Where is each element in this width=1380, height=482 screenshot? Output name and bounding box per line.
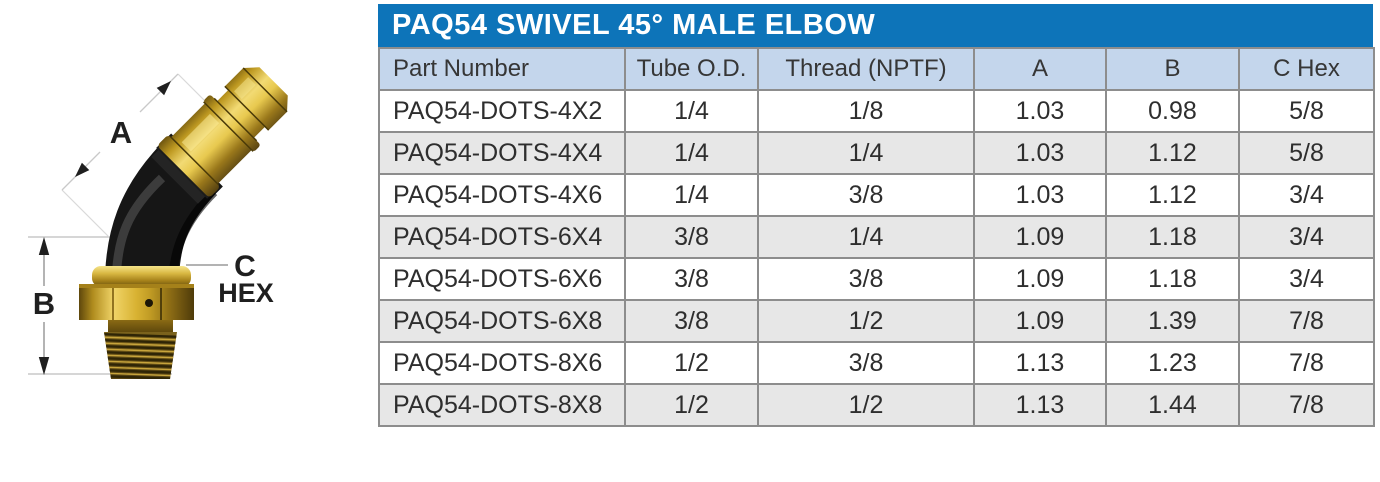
table-cell: 1/4 [757, 215, 975, 259]
table-cell: PAQ54-DOTS-8X6 [378, 341, 626, 385]
table-cell: 1/4 [624, 131, 759, 175]
table-cell: 1.09 [973, 257, 1107, 301]
arrow-up-right-icon [156, 81, 171, 96]
table-cell: 3/8 [757, 341, 975, 385]
table-cell: PAQ54-DOTS-6X8 [378, 299, 626, 343]
table-title: PAQ54 SWIVEL 45° MALE ELBOW [378, 4, 1373, 47]
table-row: PAQ54-DOTS-8X6 1/2 3/8 1.13 1.23 7/8 [378, 341, 1375, 385]
table-cell: 1.13 [973, 383, 1107, 427]
table-cell: PAQ54-DOTS-4X4 [378, 131, 626, 175]
table-cell: 1.03 [973, 173, 1107, 217]
table-cell: 1/4 [624, 89, 759, 133]
table-cell: 1.13 [973, 341, 1107, 385]
table-cell: 5/8 [1238, 89, 1375, 133]
table-cell: 3/8 [624, 215, 759, 259]
fitting-diagram: A B C HEX [0, 0, 375, 477]
dimension-c-label: C [234, 250, 256, 283]
dimension-b: B [33, 237, 55, 375]
table-cell: 1/2 [757, 383, 975, 427]
table-cell: 1.23 [1105, 341, 1240, 385]
table-cell: 1.09 [973, 299, 1107, 343]
hex-dimple [145, 299, 153, 307]
table-cell: 1/2 [757, 299, 975, 343]
brass-collar-ring [158, 136, 219, 197]
table-cell: 3/4 [1238, 173, 1375, 217]
table-cell: 1.09 [973, 215, 1107, 259]
hex-label: HEX [218, 278, 274, 308]
swivel-collar [92, 266, 191, 287]
fitting-drawing-svg: A B C HEX [28, 67, 288, 379]
table-row: PAQ54-DOTS-6X8 3/8 1/2 1.09 1.39 7/8 [378, 299, 1375, 343]
arrow-up-icon [38, 237, 50, 255]
table-cell: 7/8 [1238, 383, 1375, 427]
header-row: Part Number Tube O.D. Thread (NPTF) A B C Hex [378, 47, 1375, 91]
table-cell: 1.12 [1105, 173, 1240, 217]
dimension-a-label: A [110, 115, 132, 150]
table-cell: 1.03 [973, 131, 1107, 175]
table-cell: PAQ54-DOTS-6X4 [378, 215, 626, 259]
table-cell: 1.44 [1105, 383, 1240, 427]
arrow-down-icon [38, 357, 50, 375]
spec-table: Part Number Tube O.D. Thread (NPTF) A B C Hex… [378, 47, 1375, 427]
dimension-a: A [61, 73, 179, 191]
table-cell: 1/4 [624, 173, 759, 217]
table-cell: 5/8 [1238, 131, 1375, 175]
table-cell: 1.18 [1105, 215, 1240, 259]
table-cell: 1/2 [624, 341, 759, 385]
table-cell: PAQ54-DOTS-6X6 [378, 257, 626, 301]
hex-nut [79, 284, 194, 320]
table-cell: 1.39 [1105, 299, 1240, 343]
table-cell: 1.12 [1105, 131, 1240, 175]
table-row: PAQ54-DOTS-4X4 1/4 1/4 1.03 1.12 5/8 [378, 131, 1375, 175]
table-row: PAQ54-DOTS-4X2 1/4 1/8 1.03 0.98 5/8 [378, 89, 1375, 133]
table-cell: 3/4 [1238, 257, 1375, 301]
spec-panel: PAQ54 SWIVEL 45° MALE ELBOW Part Number T… [378, 4, 1375, 427]
table-cell: 1/4 [757, 131, 975, 175]
table-cell: PAQ54-DOTS-4X2 [378, 89, 626, 133]
table-cell: 1/2 [624, 383, 759, 427]
column-header-5: B [1105, 47, 1240, 91]
column-header-6: C Hex [1238, 47, 1375, 91]
table-cell: 3/8 [624, 257, 759, 301]
table-cell: 3/8 [757, 257, 975, 301]
table-row: PAQ54-DOTS-4X6 1/4 3/8 1.03 1.12 3/4 [378, 173, 1375, 217]
table-cell: 7/8 [1238, 299, 1375, 343]
column-header-2: Tube O.D. [624, 47, 759, 91]
release-sleeve [224, 67, 288, 131]
table-cell: 1.18 [1105, 257, 1240, 301]
table-cell: PAQ54-DOTS-4X6 [378, 173, 626, 217]
table-row: PAQ54-DOTS-6X4 3/8 1/4 1.09 1.18 3/4 [378, 215, 1375, 259]
column-header-3: Thread (NPTF) [757, 47, 975, 91]
table-cell: 3/8 [757, 173, 975, 217]
table-row: PAQ54-DOTS-6X6 3/8 3/8 1.09 1.18 3/4 [378, 257, 1375, 301]
table-cell: 3/4 [1238, 215, 1375, 259]
table-row: PAQ54-DOTS-8X8 1/2 1/2 1.13 1.44 7/8 [378, 383, 1375, 427]
table-cell: 1/8 [757, 89, 975, 133]
table-cell: 1.03 [973, 89, 1107, 133]
arrow-down-left-icon [75, 162, 90, 177]
table-cell: 3/8 [624, 299, 759, 343]
column-header-4: A [973, 47, 1107, 91]
table-cell: 0.98 [1105, 89, 1240, 133]
column-header-1: Part Number [378, 47, 626, 91]
thread-shank [108, 320, 173, 333]
dimension-b-label: B [33, 286, 55, 321]
push-connect-body [151, 67, 288, 204]
male-threads [104, 332, 177, 379]
c-hex-callout: C HEX [186, 250, 274, 308]
table-cell: 7/8 [1238, 341, 1375, 385]
table-cell: PAQ54-DOTS-8X8 [378, 383, 626, 427]
